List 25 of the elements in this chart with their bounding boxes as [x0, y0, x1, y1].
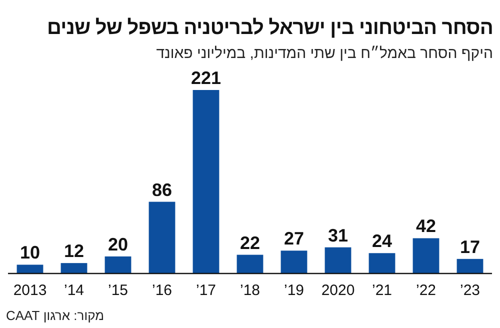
tick-label: 2020: [321, 282, 355, 299]
data-label: 24: [372, 231, 392, 252]
title: הסחר הביטחוני בין ישראל לבריטניה בשפל של שנים: [47, 17, 493, 39]
data-label: 20: [108, 234, 128, 254]
data-label: 22: [240, 232, 260, 253]
data-label: 17: [460, 236, 480, 257]
tick-label: ’15: [108, 282, 128, 299]
data-label: 31: [328, 225, 348, 246]
annotation: מקור: ארגון CAAT: [6, 308, 104, 323]
tick-label: 2013: [13, 282, 47, 299]
tick-label: ’16: [152, 282, 172, 299]
data-label: 27: [284, 228, 304, 249]
data-label: 10: [20, 242, 40, 263]
data-label: 86: [152, 180, 172, 200]
tick-label: ’22: [416, 282, 436, 299]
data-label: 42: [416, 216, 436, 236]
tick-label: ’18: [240, 282, 260, 299]
tick-label: ’19: [284, 282, 304, 299]
subtitle: היקף הסחר באמל״ח בין שתי המדינות, במיליוני פאונד: [156, 45, 493, 62]
tick-label: ’23: [460, 282, 480, 299]
tick-label: ’14: [64, 282, 84, 299]
data-label: 12: [64, 241, 84, 262]
tick-label: ’21: [372, 282, 392, 299]
tick-label: ’17: [196, 282, 216, 299]
data-label: 221: [190, 68, 222, 88]
